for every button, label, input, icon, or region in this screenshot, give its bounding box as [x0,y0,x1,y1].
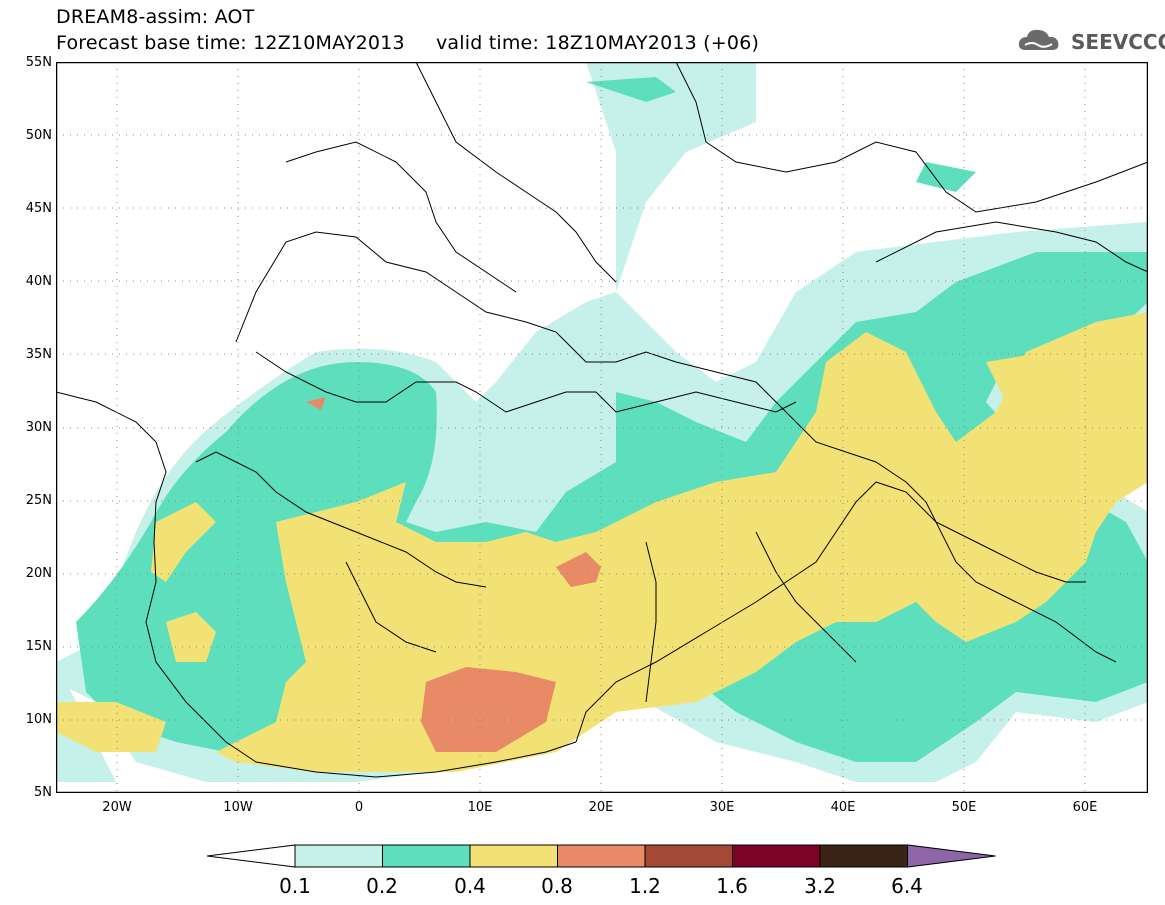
lat-label-30n: 30N [25,420,52,435]
legend-label-1.6: 1.6 [716,874,748,898]
legend-swatch-0.8 [557,844,646,868]
lon-label-20w: 20W [102,800,132,815]
legend-under-triangle [206,844,296,868]
aot-map [56,62,1148,793]
lat-label-5n: 5N [34,785,52,800]
legend-label-6.4: 6.4 [891,874,923,898]
lat-label-45n: 45N [25,201,52,216]
lat-label-35n: 35N [25,347,52,362]
lon-label-60e: 60E [1072,800,1098,815]
chart-title: DREAM8-assim: AOT [56,6,255,28]
graticule [56,62,1148,793]
lon-label-10e: 10E [467,800,493,815]
coastline-outlines [56,62,1148,778]
lat-label-10n: 10N [25,712,52,727]
lat-label-40n: 40N [25,274,52,289]
legend-label-0.2: 0.2 [366,874,398,898]
lon-label-40e: 40E [830,800,856,815]
aot-zone-0.8 [421,667,556,752]
lat-label-25n: 25N [25,493,52,508]
lon-label-10w: 10W [223,800,253,815]
cloud-logo-icon [1018,29,1059,50]
lat-label-20n: 20N [25,566,52,581]
lat-label-50n: 50N [25,128,52,143]
lat-label-15n: 15N [25,639,52,654]
lon-label-50e: 50E [951,800,977,815]
legend-label-0.1: 0.1 [279,874,311,898]
aot-zone-0.4 [216,312,1148,772]
legend-label-0.4: 0.4 [454,874,486,898]
legend-swatch-0.2 [382,844,471,868]
legend-swatch-1.2 [644,844,733,868]
lon-label-0: 0 [354,800,364,815]
legend-swatch-3.2 [819,844,908,868]
legend-label-3.2: 3.2 [804,874,836,898]
legend-swatch-1.6 [732,844,821,868]
lat-label-55n: 55N [25,55,52,70]
lon-label-30e: 30E [709,800,735,815]
legend-over-triangle [907,844,996,868]
legend-swatch-0.1 [294,844,383,868]
color-legend [206,844,996,868]
legend-label-1.2: 1.2 [629,874,661,898]
legend-label-0.8: 0.8 [541,874,573,898]
lon-label-20e: 20E [588,800,614,815]
forecast-time-subtitle: Forecast base time: 12Z10MAY2013 valid t… [56,32,760,54]
legend-swatch-0.4 [469,844,558,868]
logo-text: SEEVCCC [1071,30,1165,54]
